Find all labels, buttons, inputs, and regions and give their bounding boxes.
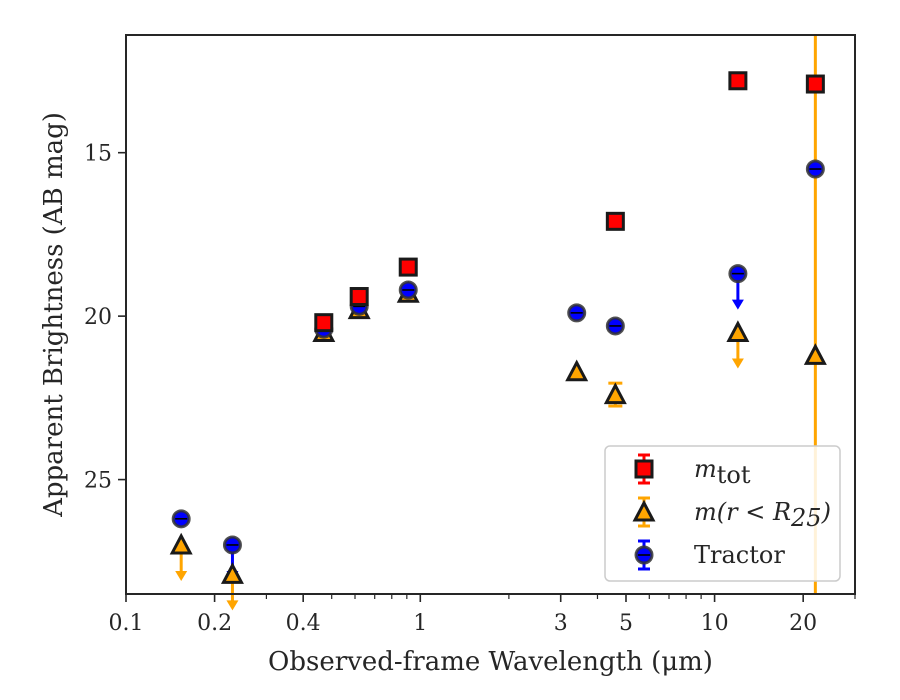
- y-tick-label: 15: [84, 142, 112, 167]
- mtot-point: [398, 257, 418, 277]
- x-axis-title: Observed-frame Wavelength (μm): [268, 647, 713, 677]
- mr25-point: [169, 532, 193, 555]
- upper-limit-arrowhead: [731, 358, 744, 369]
- y-tick-label: 25: [84, 469, 112, 494]
- tick-layer: 0.1 0.2 0.4 1 3 5 10 20 15 20 25: [84, 142, 856, 636]
- legend-label-mtot: mtot: [694, 455, 751, 489]
- plot-frame: [125, 34, 856, 595]
- marker-layer: [169, 71, 827, 584]
- upper-limit-arrowhead: [175, 570, 188, 581]
- x-tick-label: 0.2: [197, 611, 232, 636]
- x-tick-label: 0.1: [109, 611, 144, 636]
- y-tick-label: 20: [84, 305, 112, 330]
- legend-marker-mr25: [632, 499, 656, 522]
- legend: mtot m(r < R25) Tractor: [604, 445, 841, 582]
- x-tick-label: 1: [413, 611, 427, 636]
- mtot-point: [349, 287, 369, 307]
- mtot-point: [314, 313, 334, 333]
- mtot-point: [805, 74, 825, 94]
- mr25-point: [565, 359, 589, 382]
- upper-limit-arrowhead: [731, 299, 744, 310]
- y-axis-title: Apparent Brightness (AB mag): [39, 112, 69, 518]
- upper-limit-arrowhead: [226, 600, 239, 611]
- x-tick-label: 0.4: [286, 611, 321, 636]
- plot-border: [125, 34, 856, 595]
- mr25-point: [803, 343, 827, 365]
- legend-marker-mtot: [634, 459, 654, 479]
- legend-label-tractor: Tractor: [694, 541, 785, 569]
- x-tick-label: 10: [701, 611, 729, 636]
- mtot-point: [728, 71, 748, 91]
- x-tick-label: 3: [554, 611, 568, 636]
- x-tick-label: 20: [789, 611, 817, 636]
- legend-box: [604, 445, 841, 582]
- legend-label-mr25: m(r < R25): [694, 498, 831, 532]
- x-tick-label: 5: [619, 611, 633, 636]
- mr25-point: [726, 320, 750, 342]
- mtot-point: [605, 211, 625, 231]
- mr25-point: [220, 562, 244, 584]
- mr25-point: [603, 382, 627, 405]
